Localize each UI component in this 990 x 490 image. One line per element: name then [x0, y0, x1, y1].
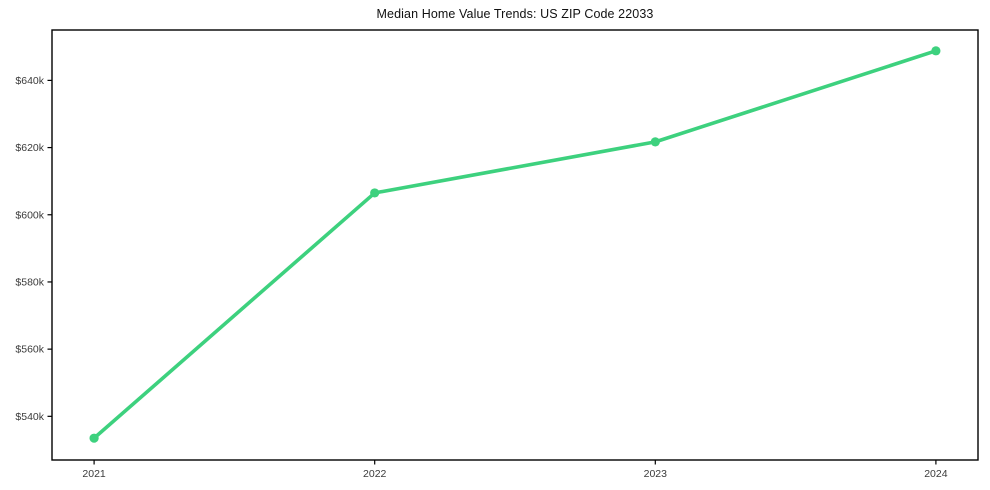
y-tick-label: $540k: [15, 411, 44, 423]
y-tick-label: $600k: [15, 209, 44, 221]
y-tick-label: $560k: [15, 344, 44, 356]
x-tick-label: 2021: [82, 468, 106, 480]
y-tick-label: $620k: [15, 142, 44, 154]
x-tick-label: 2024: [924, 468, 948, 480]
y-tick-label: $580k: [15, 277, 44, 289]
y-tick-label: $640k: [15, 75, 44, 87]
x-tick-label: 2022: [363, 468, 387, 480]
plot-border: [51, 29, 979, 461]
data-line: [92, 49, 938, 440]
x-tick-label: 2023: [644, 468, 668, 480]
data-point-marker: [931, 46, 941, 56]
data-point-marker: [370, 188, 380, 198]
data-point-marker: [89, 433, 99, 443]
data-point-marker: [650, 137, 660, 147]
chart-title: Median Home Value Trends: US ZIP Code 22…: [376, 7, 654, 21]
